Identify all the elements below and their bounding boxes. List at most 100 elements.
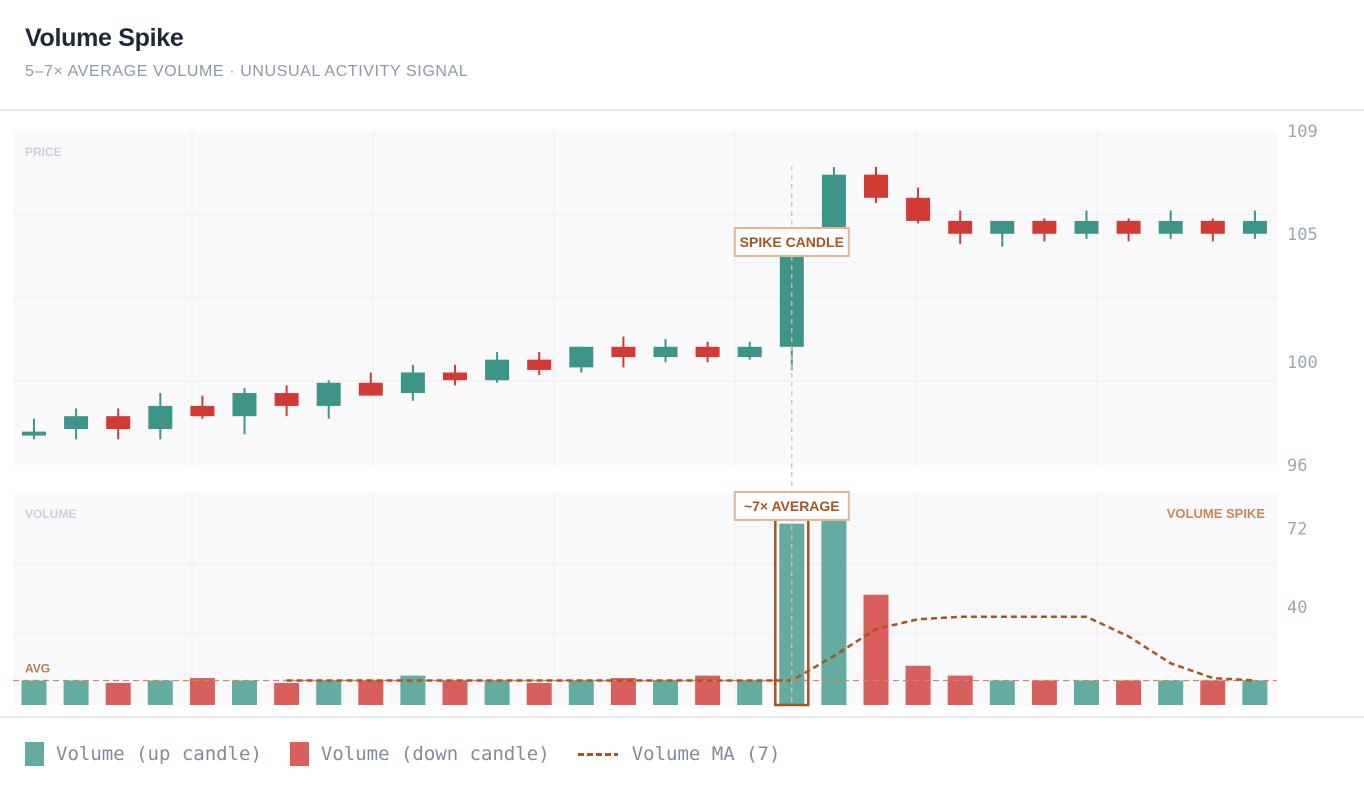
candle-up xyxy=(22,418,46,440)
price-axis-ticks: 96 100 105 109 xyxy=(1287,122,1318,476)
candle-body xyxy=(400,372,425,394)
candle-down xyxy=(527,351,552,376)
average-multiple-callout-box xyxy=(733,491,850,521)
volume-bar-down xyxy=(274,682,300,705)
candle-body xyxy=(864,174,888,198)
spike-candle-callout-box xyxy=(733,227,850,257)
candle-down xyxy=(1116,218,1141,242)
volume-bar-up xyxy=(1074,680,1099,705)
candle-body xyxy=(358,382,383,396)
candle-body xyxy=(527,359,552,370)
candle-body xyxy=(695,346,720,358)
volume-bar-up xyxy=(989,680,1015,705)
candle-up xyxy=(148,393,173,440)
volume-up-swatch xyxy=(25,742,44,766)
candle-body xyxy=(316,382,341,406)
volume-bar-down xyxy=(105,682,131,705)
candle-body xyxy=(990,220,1015,234)
candle-body xyxy=(22,431,46,436)
chart-subtitle: 5–7× AVERAGE VOLUME · UNUSUAL ACTIVITY S… xyxy=(25,63,469,80)
volume-bar-up xyxy=(737,680,763,705)
candle-up xyxy=(64,408,89,440)
volume-bar-up xyxy=(147,680,173,705)
candle-down xyxy=(274,385,299,417)
volume-tick-label: 72 xyxy=(1287,520,1307,540)
volume-bar-up xyxy=(653,680,678,705)
candle-up xyxy=(737,341,762,360)
volume-bar-up xyxy=(63,680,89,705)
candle-body xyxy=(148,405,173,430)
volume-bar-up xyxy=(821,509,847,705)
candle-down xyxy=(443,364,467,386)
legend-item-volume-down: Volume (down candle) xyxy=(289,742,550,766)
legend-label-volume-up: Volume (up candle) xyxy=(56,743,262,765)
price-tick-label: 105 xyxy=(1287,225,1318,245)
volume-tick-label: 40 xyxy=(1287,598,1307,618)
volume-spike-label: VOLUME SPIKE xyxy=(1167,506,1266,521)
candle-up xyxy=(1242,210,1267,239)
candle-body xyxy=(485,359,510,381)
candle-down xyxy=(864,166,888,203)
price-tick-label: 96 xyxy=(1287,456,1307,476)
candle-up xyxy=(569,346,594,373)
candle-body xyxy=(948,220,973,234)
volume-ma-line xyxy=(286,615,1255,682)
volume-bar-up xyxy=(316,680,342,705)
average-volume-label: AVG xyxy=(25,662,50,676)
volume-grid xyxy=(13,493,1277,705)
volume-bar-down xyxy=(863,594,889,705)
legend-label-volume-down: Volume (down candle) xyxy=(320,743,550,765)
candle-body xyxy=(653,346,678,358)
candle-down xyxy=(695,341,720,363)
volume-bar-up xyxy=(1242,680,1268,705)
price-tick-label: 100 xyxy=(1287,353,1318,373)
candle-body xyxy=(1116,220,1141,234)
candle-body xyxy=(232,393,257,417)
price-panel-label: PRICE xyxy=(25,145,62,159)
volume-bar-down xyxy=(610,678,636,705)
volume-bar-up xyxy=(779,523,805,705)
volume-bar-down xyxy=(905,665,931,705)
candle-up xyxy=(485,351,510,383)
volume-down-swatch xyxy=(289,742,309,766)
candle-up xyxy=(316,380,341,419)
volume-bar-down xyxy=(189,678,215,705)
candle-up xyxy=(1074,210,1099,239)
candle-up xyxy=(653,339,678,363)
volume-ma-swatch xyxy=(577,752,618,756)
candle-body xyxy=(190,405,215,417)
candle-down xyxy=(1032,218,1057,242)
average-multiple-callout-text: ~7× AVERAGE xyxy=(744,498,840,514)
price-panel: PRICE 96 100 105 109 xyxy=(13,122,1318,476)
legend-divider xyxy=(0,716,1364,718)
volume-bar-up xyxy=(1158,680,1184,705)
candle-down xyxy=(1200,218,1225,242)
price-tick-label: 109 xyxy=(1287,122,1318,142)
volume-bar-down xyxy=(358,680,384,705)
candle-up xyxy=(232,387,257,435)
volume-bar-up xyxy=(568,680,594,705)
candle-body xyxy=(569,346,594,368)
volume-bar-down xyxy=(1031,680,1057,705)
volume-panel: VOLUME VOLUME SPIKE 40 72 AVG xyxy=(13,493,1307,705)
spike-annotations: SPIKE CANDLE ~7× AVERAGE xyxy=(733,166,850,707)
candle-body xyxy=(1200,220,1225,234)
candle-up xyxy=(990,220,1015,247)
legend-item-volume-ma: Volume MA (7) xyxy=(577,743,781,765)
candle-body xyxy=(737,346,762,358)
header-divider xyxy=(0,109,1364,111)
volume-bar-down xyxy=(1116,680,1142,705)
candle-down xyxy=(611,336,636,368)
volume-axis-ticks: 40 72 xyxy=(1287,520,1307,618)
candle-body xyxy=(1074,220,1099,234)
legend-label-volume-ma: Volume MA (7) xyxy=(631,743,781,765)
candle-body xyxy=(443,372,467,381)
volume-bar-down xyxy=(1200,680,1226,705)
candle-down xyxy=(948,210,973,245)
candle-body xyxy=(64,416,89,430)
candle-body xyxy=(1158,220,1183,234)
spike-candle-callout-text: SPIKE CANDLE xyxy=(740,234,844,250)
legend-item-volume-up: Volume (up candle) xyxy=(25,742,262,766)
volume-bar-down xyxy=(442,680,468,705)
candle-body xyxy=(611,346,636,358)
